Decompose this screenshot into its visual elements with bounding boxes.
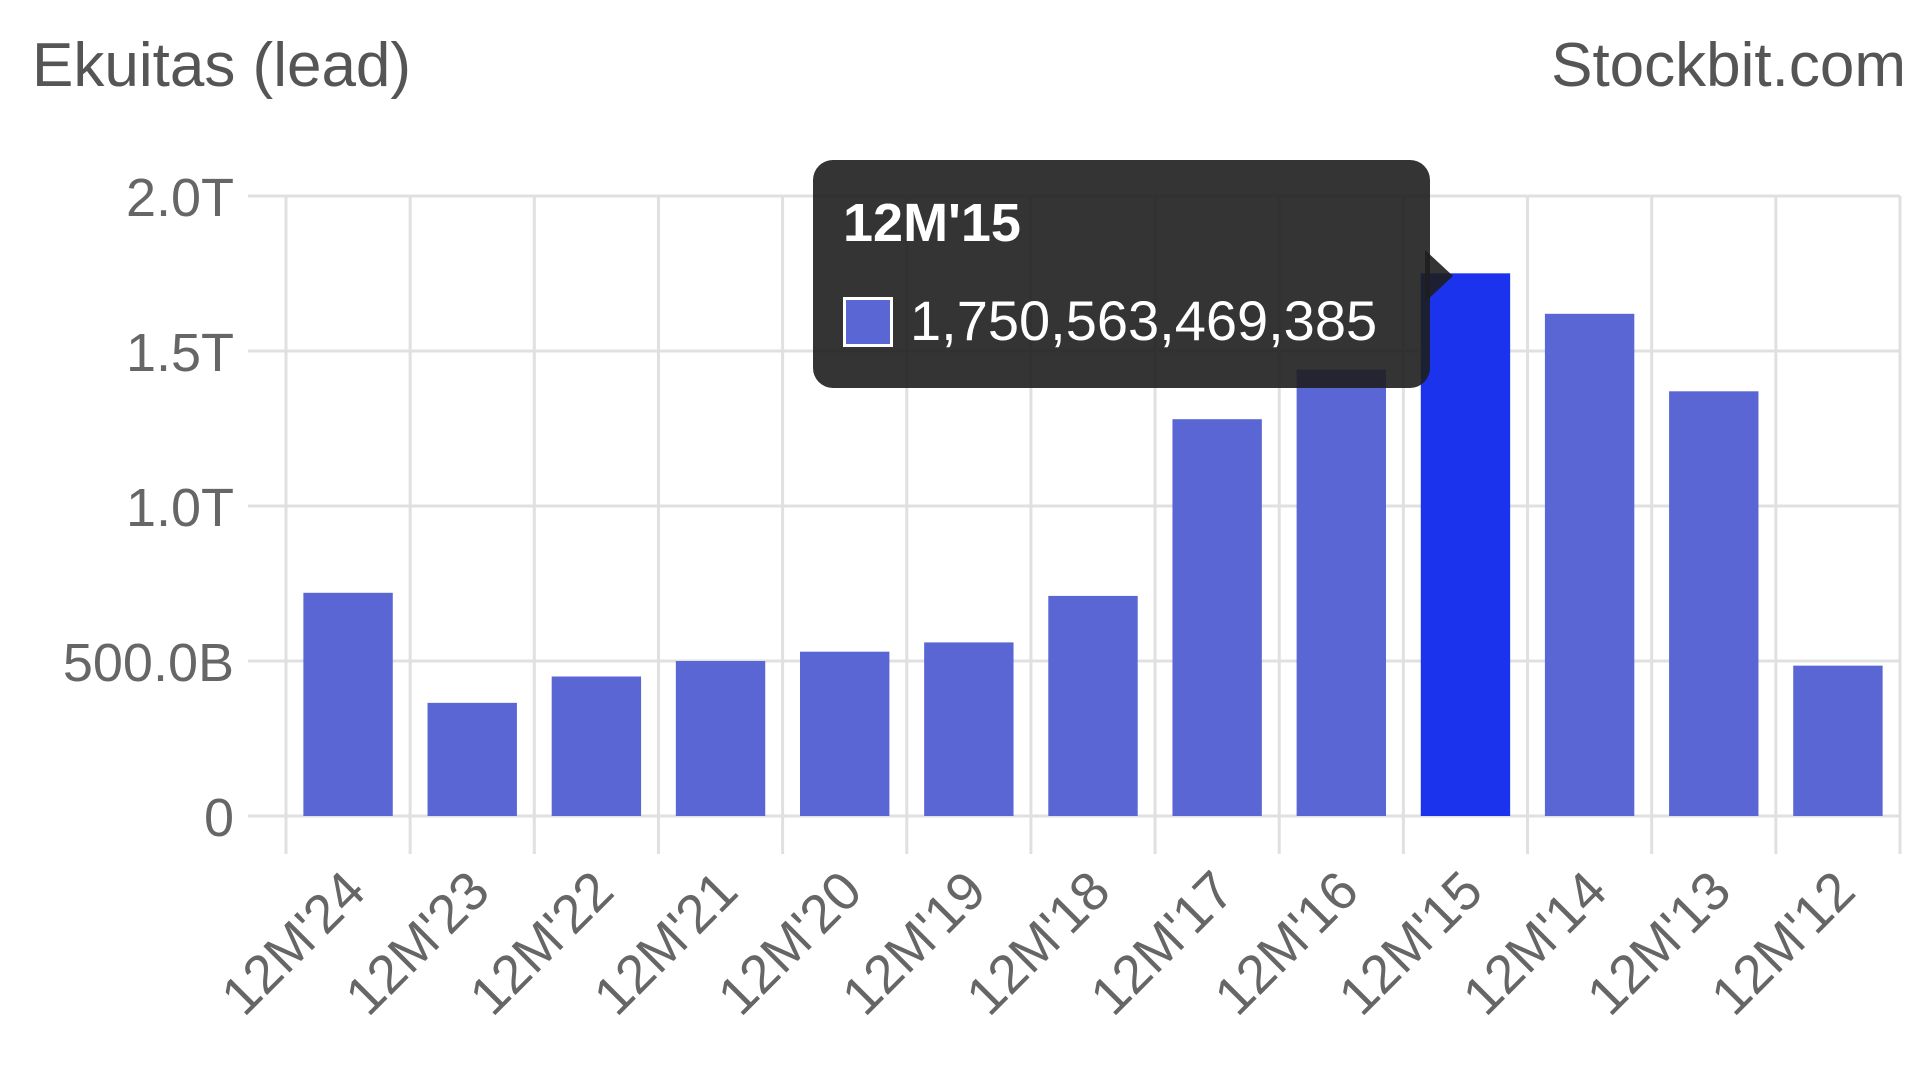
- brand-label: Stockbit.com: [1551, 31, 1906, 100]
- bar-12m-21[interactable]: [675, 661, 766, 816]
- y-tick-label: 1.0T: [126, 478, 234, 538]
- bar-12m-16[interactable]: [1296, 369, 1387, 816]
- y-tick-label: 1.5T: [126, 323, 234, 383]
- x-tick-label: 12M'12: [1700, 860, 1866, 1026]
- bar-12m-14[interactable]: [1544, 313, 1635, 816]
- bar-12m-13[interactable]: [1669, 391, 1759, 816]
- bars: [303, 273, 1883, 817]
- bar-12m-23[interactable]: [427, 702, 517, 816]
- y-tick-label: 2.0T: [126, 168, 234, 228]
- bar-12m-24[interactable]: [303, 592, 393, 816]
- bar-12m-19[interactable]: [924, 642, 1014, 816]
- tooltip-title: 12M'15: [843, 193, 1021, 253]
- y-tick-label: 0: [204, 788, 234, 848]
- bar-12m-22[interactable]: [551, 676, 642, 817]
- bar-12m-15[interactable]: [1420, 273, 1511, 816]
- tooltip-value: 1,750,563,469,385: [910, 289, 1378, 352]
- chart-title: Ekuitas (lead): [32, 31, 412, 100]
- bar-12m-17[interactable]: [1172, 419, 1262, 816]
- grid-lines: [248, 194, 1902, 854]
- x-tick-labels: 12M'2412M'2312M'2212M'2112M'2012M'1912M'…: [210, 860, 1866, 1026]
- tooltip: 12M'15 1,750,563,469,385: [813, 160, 1430, 388]
- tooltip-color-swatch: [843, 297, 893, 347]
- bar-12m-18[interactable]: [1048, 595, 1138, 816]
- y-tick-labels: 0 500.0B 1.0T 1.5T 2.0T: [63, 168, 234, 848]
- bar-12m-12[interactable]: [1793, 665, 1883, 816]
- bar-12m-20[interactable]: [799, 651, 890, 816]
- y-tick-label: 500.0B: [63, 633, 234, 693]
